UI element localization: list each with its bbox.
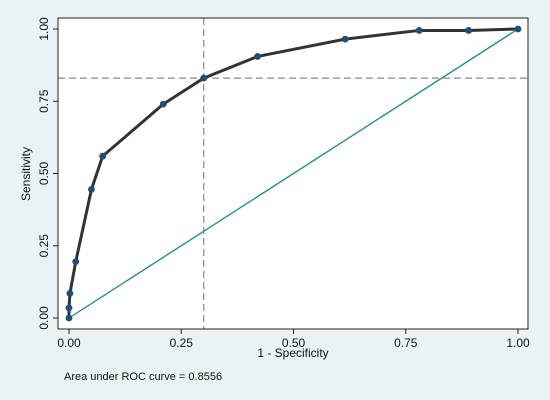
- y-axis: 0.00 0.25 0.50 0.75 1.00: [37, 17, 58, 330]
- x-tick-label: 0.75: [394, 336, 418, 350]
- roc-point: [99, 152, 107, 160]
- x-tick-label: 0.25: [170, 336, 194, 350]
- y-tick-label: 0.00: [37, 306, 51, 330]
- roc-point: [415, 27, 423, 34]
- x-axis-title: 1 - Specificity: [257, 346, 328, 360]
- roc-points: [65, 25, 522, 322]
- x-tick-label: 1.00: [506, 336, 530, 350]
- x-tick-label: 0.50: [282, 336, 306, 350]
- x-axis: 0.00 0.25 0.50 0.75 1.00: [57, 329, 530, 350]
- reference-line: [68, 28, 519, 319]
- guide-lines: [58, 18, 528, 329]
- roc-point: [254, 53, 261, 60]
- y-tick-label: 0.75: [37, 89, 51, 113]
- y-tick-label: 0.25: [37, 234, 51, 258]
- roc-point: [200, 74, 208, 82]
- auc-note: Area under ROC curve = 0.8556: [64, 371, 222, 383]
- diagonal-reference: [68, 28, 519, 319]
- roc-point: [341, 35, 349, 43]
- y-tick-label: 1.00: [37, 17, 51, 41]
- roc-point: [514, 25, 522, 33]
- roc-point: [159, 100, 167, 108]
- roc-point: [72, 258, 80, 266]
- roc-point: [66, 290, 74, 297]
- y-axis-title: Sensitivity: [19, 147, 33, 201]
- x-tick-label: 0.00: [57, 336, 81, 350]
- roc-point: [88, 185, 95, 193]
- roc-point: [65, 314, 73, 322]
- roc-point: [65, 304, 73, 312]
- y-tick-label: 0.50: [37, 161, 51, 185]
- roc-point: [465, 27, 473, 34]
